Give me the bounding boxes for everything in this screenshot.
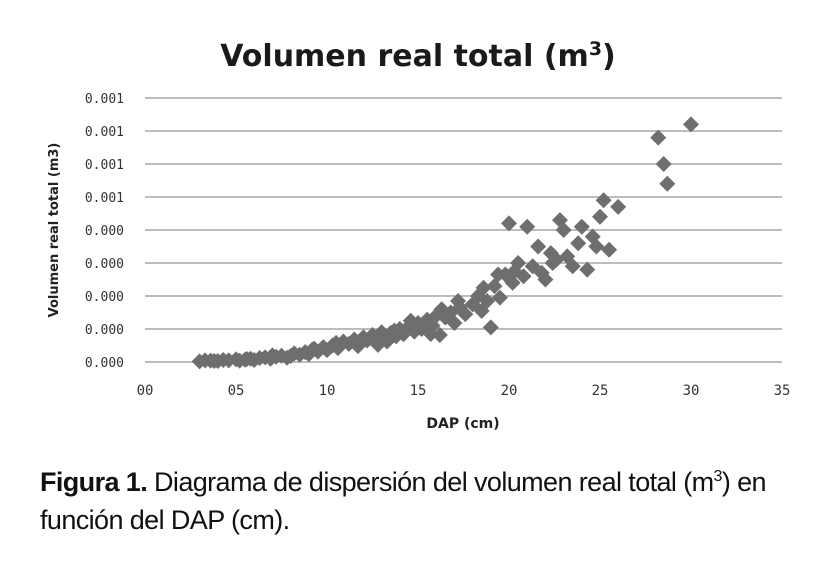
data-point-67 bbox=[519, 218, 536, 235]
x-tick-label-2: 10 bbox=[319, 383, 336, 399]
data-point-102 bbox=[490, 266, 507, 283]
data-point-105 bbox=[544, 255, 561, 271]
data-point-101 bbox=[475, 279, 492, 296]
data-point-96 bbox=[386, 322, 403, 339]
scatter-chart: Volumen real total (m3) 0.0000.0000.0000… bbox=[47, 38, 791, 432]
chart-title-prefix: Volumen real total (m bbox=[220, 39, 589, 74]
x-tick-label-7: 35 bbox=[774, 383, 791, 399]
y-tick-label-4: 0.000 bbox=[85, 224, 124, 239]
x-tick-label-5: 25 bbox=[592, 383, 609, 399]
chart-title-suffix: ) bbox=[602, 39, 616, 74]
data-point-106 bbox=[588, 238, 605, 255]
y-axis-label: Volumen real total (m3) bbox=[47, 143, 62, 318]
data-point-74 bbox=[555, 222, 572, 238]
data-point-78 bbox=[573, 218, 590, 235]
data-point-65 bbox=[510, 255, 527, 271]
data-point-94 bbox=[349, 338, 366, 355]
caption-label: Figura 1. bbox=[40, 467, 148, 497]
caption-tail: ) en función del DAP (cm). bbox=[40, 467, 767, 535]
data-point-104 bbox=[533, 264, 550, 281]
data-point-59 bbox=[482, 319, 499, 336]
data-point-100 bbox=[450, 292, 467, 309]
data-point-103 bbox=[506, 263, 523, 280]
y-tick-label-8: 0.001 bbox=[85, 92, 124, 107]
data-point-95 bbox=[368, 330, 385, 347]
data-point-107 bbox=[379, 333, 396, 350]
chart-title: Volumen real total (m3) bbox=[220, 38, 616, 74]
data-point-76 bbox=[564, 258, 581, 275]
data-point-90 bbox=[238, 351, 255, 368]
y-tick-label-5: 0.001 bbox=[85, 191, 124, 206]
chart-title-sup: 3 bbox=[589, 38, 602, 60]
data-point-61 bbox=[491, 289, 508, 306]
caption-sup: 3 bbox=[713, 468, 723, 485]
data-point-97 bbox=[402, 312, 419, 329]
data-point-89 bbox=[206, 353, 223, 370]
x-tick-label-6: 30 bbox=[683, 383, 700, 399]
data-point-84 bbox=[610, 198, 627, 215]
y-tick-label-2: 0.000 bbox=[85, 290, 124, 305]
data-point-99 bbox=[433, 301, 450, 318]
data-point-108 bbox=[422, 325, 439, 342]
y-tick-label-1: 0.000 bbox=[85, 323, 124, 338]
x-tick-labels: 00 05 10 15 20 25 30 35 bbox=[137, 383, 791, 399]
data-point-92 bbox=[306, 340, 323, 357]
data-point-52 bbox=[446, 315, 463, 332]
x-tick-label-3: 15 bbox=[410, 383, 427, 399]
data-point-81 bbox=[592, 208, 608, 225]
x-tick-label-1: 05 bbox=[228, 383, 245, 399]
caption-body: Diagrama de dispersión del volumen real … bbox=[147, 467, 714, 497]
y-tick-label-6: 0.001 bbox=[85, 158, 124, 173]
data-point-64 bbox=[504, 274, 521, 291]
gridlines bbox=[145, 97, 782, 330]
y-tick-label-3: 0.000 bbox=[85, 257, 124, 272]
x-tick-label-4: 20 bbox=[501, 383, 518, 399]
data-point-88 bbox=[683, 116, 699, 133]
data-point-82 bbox=[595, 192, 612, 209]
data-point-63 bbox=[501, 215, 517, 232]
y-tick-label-7: 0.001 bbox=[85, 125, 124, 140]
x-tick-label-0: 00 bbox=[137, 383, 154, 399]
data-point-91 bbox=[264, 347, 281, 364]
data-point-86 bbox=[655, 156, 672, 172]
x-axis-label: DAP (cm) bbox=[426, 416, 499, 432]
data-points bbox=[191, 116, 699, 370]
data-point-58 bbox=[479, 292, 496, 309]
figure-caption: Figura 1. Diagrama de dispersión del vol… bbox=[40, 458, 820, 539]
data-point-49 bbox=[431, 326, 448, 343]
y-tick-labels: 0.000 0.000 0.000 0.000 0.000 0.001 0.001 0.001… bbox=[85, 92, 124, 371]
data-point-77 bbox=[570, 235, 587, 252]
y-tick-label-0: 0.000 bbox=[85, 356, 124, 371]
data-point-83 bbox=[601, 241, 618, 258]
data-point-87 bbox=[659, 175, 676, 192]
data-point-93 bbox=[328, 334, 345, 351]
data-point-69 bbox=[530, 238, 547, 255]
data-point-85 bbox=[650, 129, 667, 146]
data-point-79 bbox=[579, 261, 596, 278]
data-point-54 bbox=[457, 306, 474, 323]
